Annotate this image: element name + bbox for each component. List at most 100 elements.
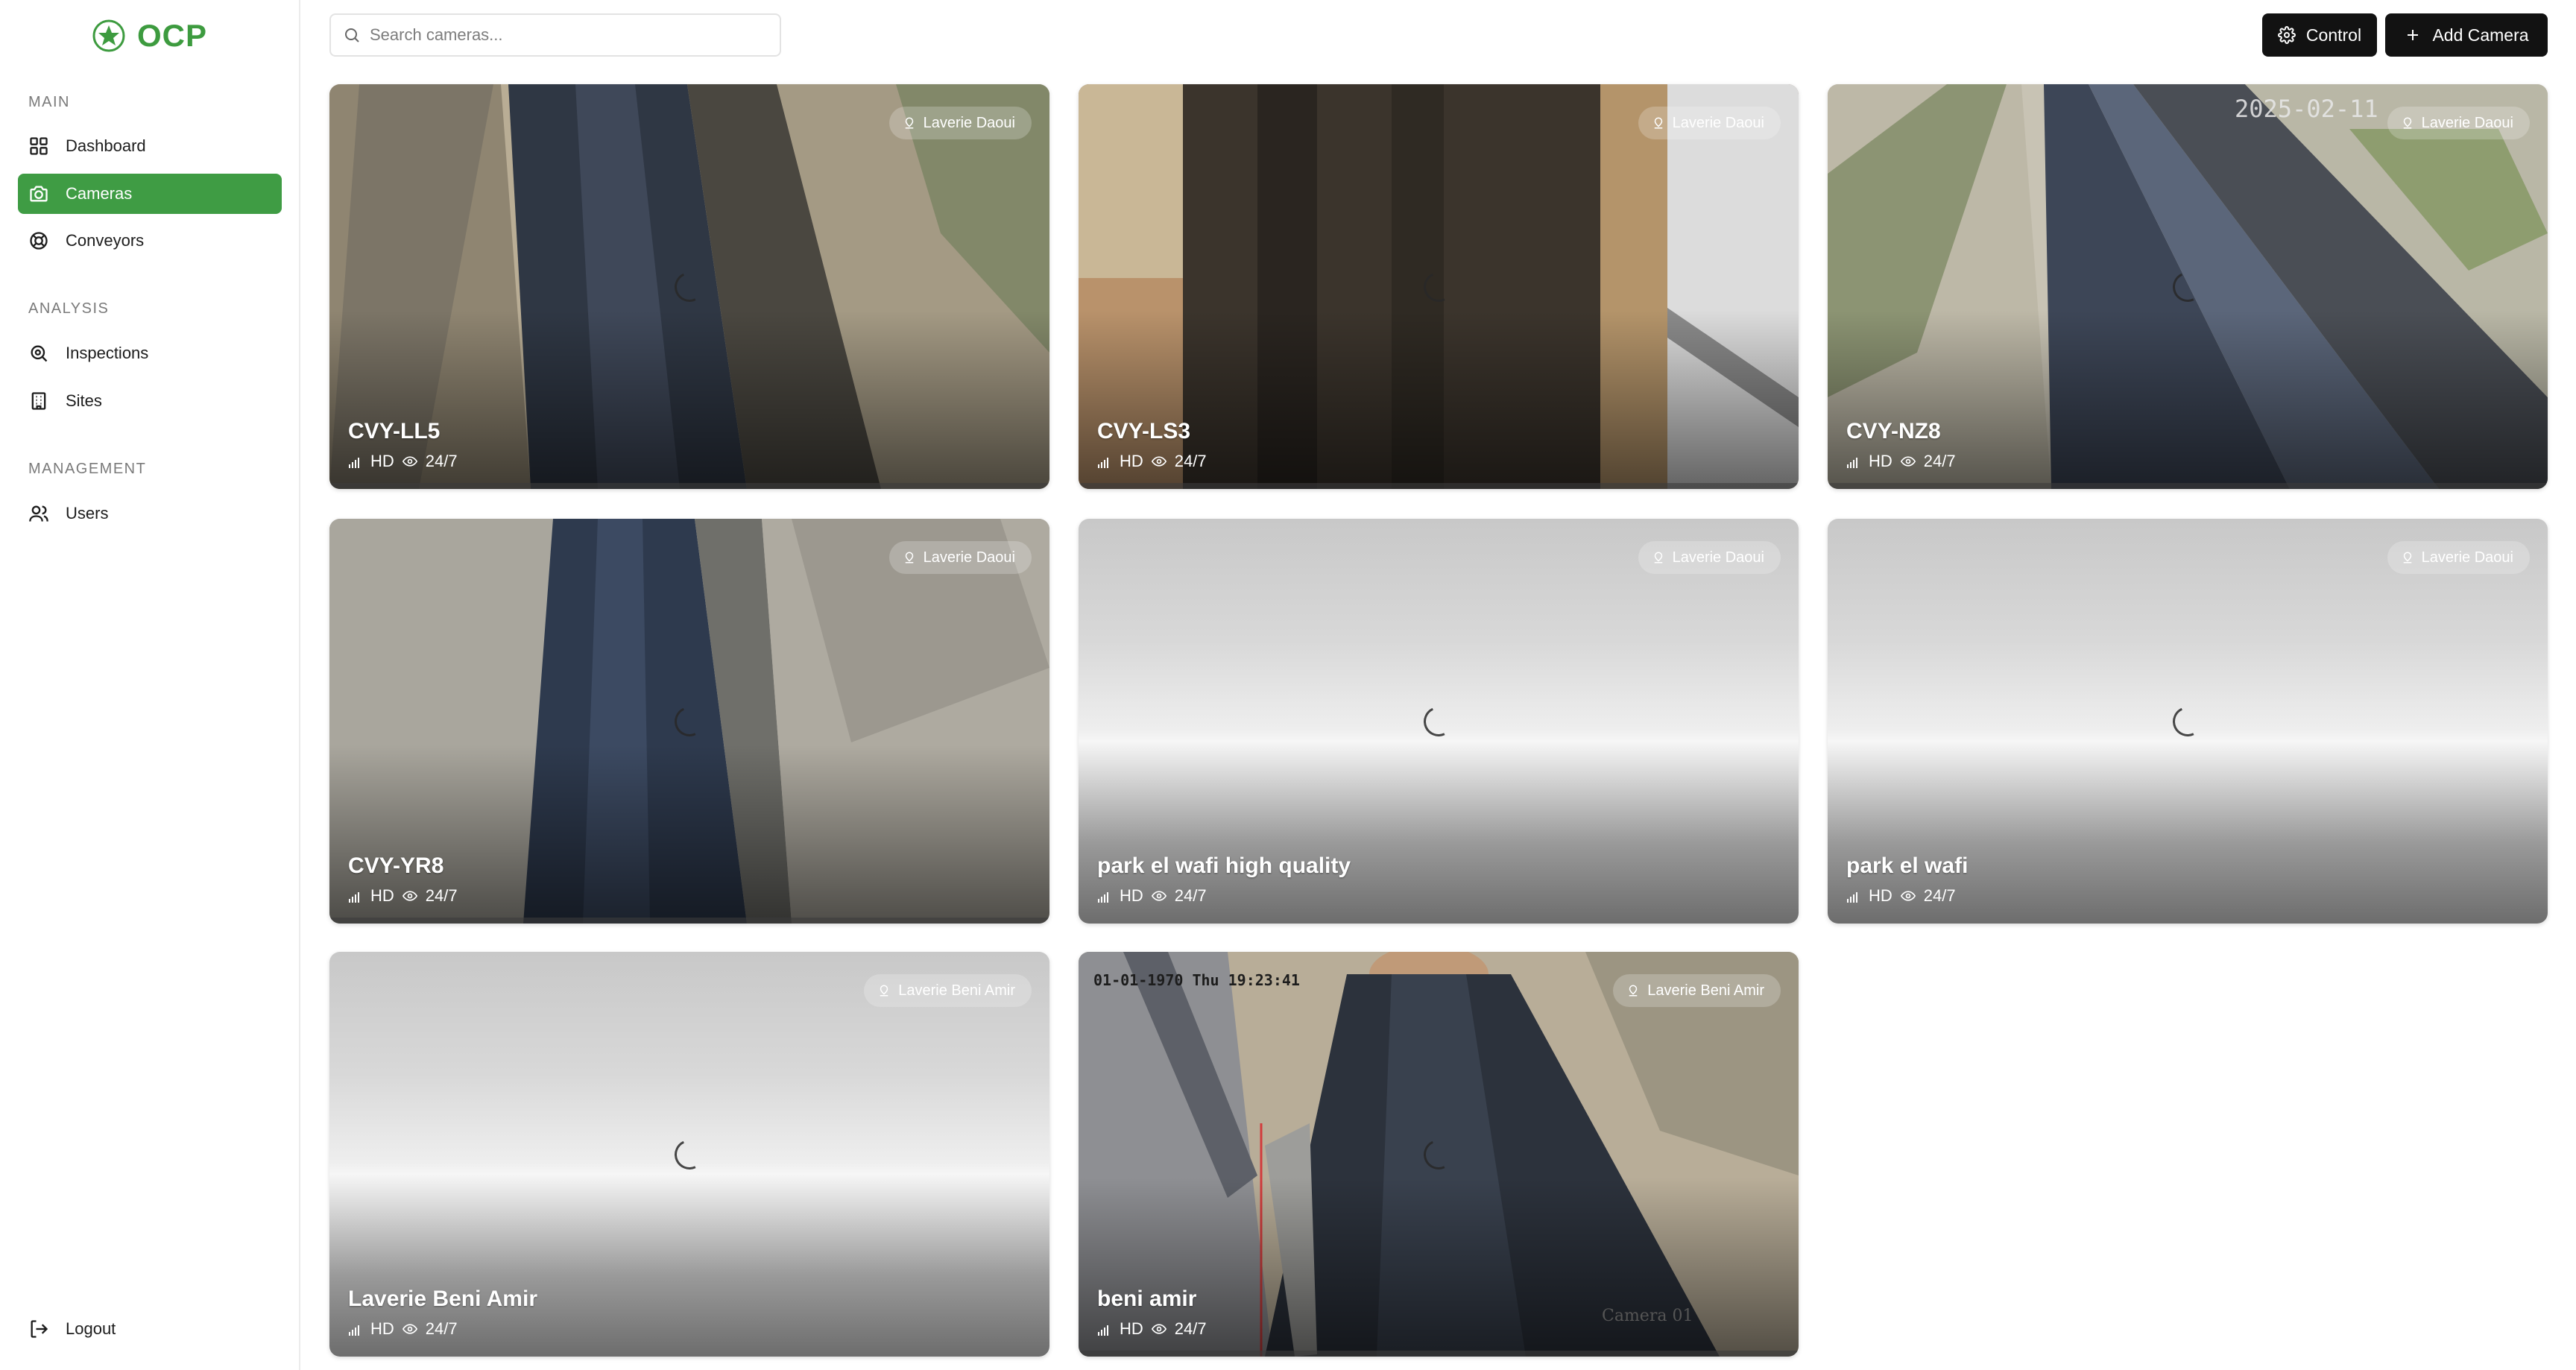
- ocp-emblem-icon: [92, 19, 125, 52]
- camera-card[interactable]: Laverie Daoui CVY-YR8 HD 24/7: [329, 519, 1049, 924]
- sidebar-item-label: Sites: [66, 391, 102, 410]
- gear-icon: [2277, 26, 2296, 44]
- sidebar-item-sites[interactable]: Sites: [18, 381, 282, 421]
- site-badge-label: Laverie Beni Amir: [898, 982, 1015, 999]
- feed-timestamp-overlay: 2025-02-11: [2235, 95, 2378, 123]
- add-camera-label: Add Camera: [2432, 25, 2529, 45]
- site-badge: Laverie Daoui: [888, 107, 1032, 139]
- eye-icon: [1900, 891, 1916, 901]
- location-icon: [1654, 552, 1662, 564]
- add-camera-button[interactable]: Add Camera: [2385, 13, 2548, 57]
- card-bottom-bar: [329, 483, 1049, 489]
- signal-icon: [349, 892, 359, 903]
- camera-meta: HD 24/7: [1846, 452, 1956, 471]
- sidebar-item-label: Conveyors: [66, 231, 145, 250]
- section-label-management: MANAGEMENT: [28, 461, 147, 477]
- sidebar-item-conveyors[interactable]: Conveyors: [18, 221, 282, 261]
- card-bottom-bar: [1079, 483, 1799, 489]
- camera-uptime: 24/7: [425, 886, 458, 905]
- camera-quality: HD: [1120, 452, 1143, 470]
- camera-uptime: 24/7: [1174, 452, 1207, 470]
- location-icon: [905, 552, 913, 564]
- camera-card[interactable]: Laverie Daoui park el wafi high quality …: [1079, 519, 1799, 924]
- building-icon: [31, 392, 46, 410]
- site-badge-label: Laverie Daoui: [923, 114, 1015, 131]
- eye-icon: [402, 456, 417, 467]
- camera-uptime: 24/7: [1923, 452, 1956, 470]
- signal-icon: [349, 458, 359, 468]
- sidebar-item-label: Cameras: [66, 184, 133, 203]
- camera-uptime: 24/7: [1174, 886, 1207, 905]
- signal-icon: [1098, 1325, 1108, 1336]
- sidebar-item-label: Inspections: [66, 344, 149, 362]
- sidebar-item-inspections[interactable]: Inspections: [18, 333, 282, 373]
- signal-icon: [1098, 458, 1108, 468]
- camera-name: Laverie Beni Amir: [348, 1287, 537, 1311]
- camera-card[interactable]: Laverie Daoui CVY-LS3 HD 24/7: [1079, 84, 1799, 489]
- card-gradient: [1079, 310, 1799, 489]
- signal-icon: [1098, 892, 1108, 903]
- ocp-logo[interactable]: OCP: [91, 18, 207, 54]
- site-badge-label: Laverie Daoui: [1672, 549, 1764, 566]
- sidebar-item-cameras[interactable]: Cameras: [18, 174, 282, 214]
- search-input[interactable]: [370, 25, 772, 45]
- site-badge: Laverie Daoui: [2387, 107, 2530, 139]
- grid-icon: [30, 137, 48, 155]
- camera-card[interactable]: Laverie Daoui park el wafi HD 24/7: [1828, 519, 2548, 924]
- card-gradient: [1828, 310, 2548, 489]
- logout-label: Logout: [66, 1319, 116, 1338]
- location-icon: [1629, 985, 1638, 997]
- users-icon: [29, 505, 48, 522]
- camera-uptime: 24/7: [425, 1319, 458, 1338]
- camera-uptime: 24/7: [1923, 886, 1956, 905]
- eye-icon: [1151, 1324, 1167, 1334]
- camera-meta: HD 24/7: [1097, 886, 1207, 906]
- site-badge-label: Laverie Daoui: [2421, 549, 2513, 566]
- location-icon: [880, 985, 888, 997]
- camera-name: park el wafi high quality: [1097, 853, 1351, 878]
- feed-timestamp-overlay: 01-01-1970 Thu 19:23:41: [1093, 971, 1300, 989]
- signal-icon: [349, 1325, 359, 1336]
- control-button[interactable]: Control: [2262, 13, 2377, 57]
- camera-meta: HD 24/7: [348, 886, 458, 906]
- site-badge: Laverie Daoui: [1638, 107, 1781, 139]
- camera-card[interactable]: Laverie Daoui CVY-LL5 HD 24/7: [329, 84, 1049, 489]
- lifebuoy-icon: [30, 232, 48, 250]
- signal-icon: [1847, 892, 1857, 903]
- camera-name: CVY-NZ8: [1846, 419, 1941, 443]
- camera-meta: HD 24/7: [1846, 886, 1956, 906]
- scan-search-icon: [31, 345, 48, 362]
- logout-icon: [31, 1320, 48, 1338]
- eye-icon: [1900, 456, 1916, 467]
- camera-feed-placeholder: [1079, 519, 1799, 924]
- camera-card[interactable]: 2025-02-11 Laverie Daoui CVY-NZ8 HD 24/7: [1828, 84, 2548, 489]
- site-badge: Laverie Daoui: [2387, 541, 2530, 574]
- location-icon: [2403, 552, 2411, 564]
- sidebar-item-users[interactable]: Users: [18, 493, 282, 534]
- location-icon: [905, 117, 913, 129]
- site-badge-label: Laverie Daoui: [1672, 114, 1764, 131]
- section-label-main: MAIN: [28, 94, 70, 110]
- camera-quality: HD: [1120, 886, 1143, 905]
- camera-uptime: 24/7: [1174, 1319, 1207, 1338]
- camera-uptime: 24/7: [425, 452, 458, 470]
- section-label-analysis: ANALYSIS: [28, 300, 110, 317]
- camera-quality: HD: [1869, 452, 1892, 470]
- search-box[interactable]: [329, 13, 781, 57]
- plus-icon: [2408, 30, 2419, 40]
- camera-feed-placeholder: [1828, 519, 2548, 924]
- site-badge: Laverie Beni Amir: [1613, 974, 1781, 1007]
- camera-name: CVY-LS3: [1097, 419, 1191, 443]
- camera-name: park el wafi: [1846, 853, 1969, 878]
- camera-card[interactable]: 01-01-1970 Thu 19:23:41 Camera 01 Laveri…: [1079, 952, 1799, 1357]
- camera-name: CVY-YR8: [348, 853, 444, 878]
- logout-button[interactable]: Logout: [18, 1309, 282, 1349]
- location-icon: [1654, 117, 1662, 129]
- camera-card[interactable]: Laverie Beni Amir Laverie Beni Amir HD 2…: [329, 952, 1049, 1357]
- camera-name: beni amir: [1097, 1287, 1197, 1311]
- camera-name: CVY-LL5: [348, 419, 441, 443]
- eye-icon: [402, 891, 417, 901]
- camera-feed-placeholder: [329, 952, 1049, 1357]
- sidebar-item-dashboard[interactable]: Dashboard: [18, 126, 282, 166]
- camera-quality: HD: [1120, 1319, 1143, 1338]
